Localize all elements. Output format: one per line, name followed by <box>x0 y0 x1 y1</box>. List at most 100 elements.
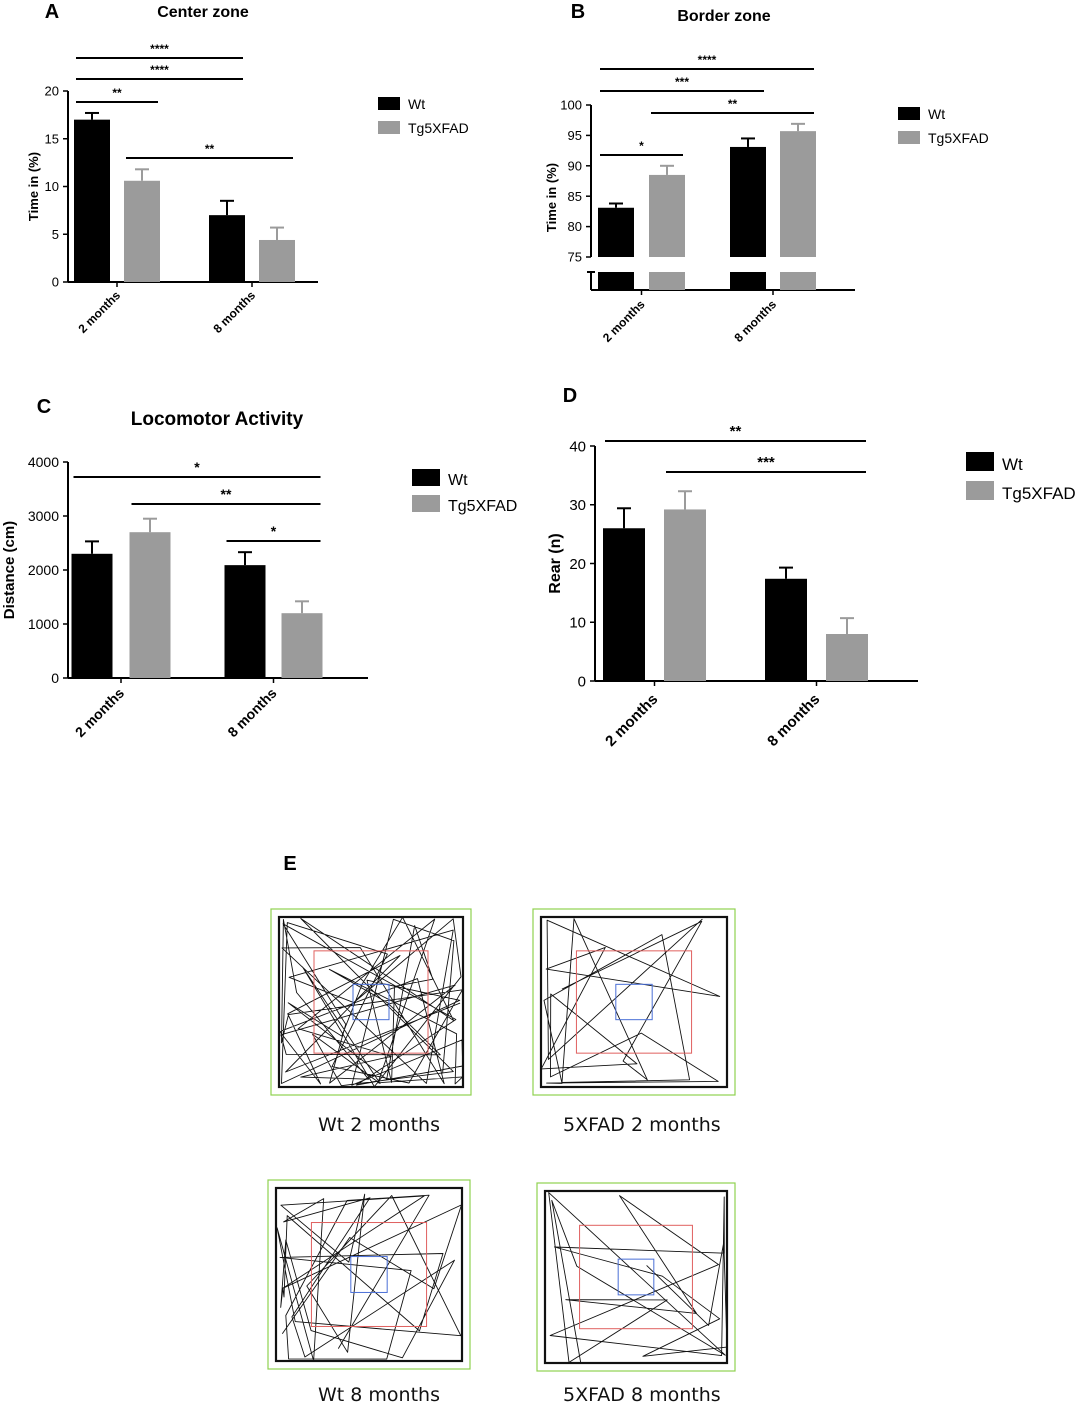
track-plot-4-trajectory <box>548 1192 728 1363</box>
panel-c-y-label: Distance (cm) <box>1 521 18 619</box>
panel-b-category-label: 8 months <box>732 297 780 345</box>
panel-a-y-tick-label: 10 <box>45 179 59 194</box>
panel-a-legend-label: Wt <box>408 96 425 112</box>
panel-b-bar <box>598 207 634 257</box>
panel-a-legend-swatch <box>378 121 400 134</box>
panel-c-significance-label: ** <box>221 486 232 502</box>
panel-b-legend-swatch <box>898 131 920 144</box>
panel-a-category-label: 2 months <box>76 288 124 336</box>
panel-a-bar <box>124 180 160 282</box>
panel-c-y-tick-label: 1000 <box>28 616 59 632</box>
panel-a-letter: A <box>45 1 59 23</box>
panel-a-y-tick-label: 20 <box>45 84 59 99</box>
panel-a-y-tick-label: 15 <box>45 131 59 146</box>
track-plot-3-trajectory <box>276 1193 462 1362</box>
track-plot-1-trajectory <box>279 916 464 1088</box>
panel-c-category-label: 8 months <box>224 685 279 740</box>
panel-d-category-label: 8 months <box>764 691 823 750</box>
panel-d-bar <box>603 528 645 681</box>
panel-d-legend-label: Wt <box>1002 455 1023 474</box>
panel-b-letter: B <box>571 1 585 23</box>
panel-b-y-tick-label: 100 <box>560 98 582 113</box>
panel-a-significance-label: ** <box>205 142 215 156</box>
panel-c-legend-label: Wt <box>448 472 468 489</box>
panel-d-significance-label: *** <box>757 454 775 471</box>
panel-d-significance-label: ** <box>730 423 742 440</box>
panel-c-bar <box>281 613 323 678</box>
panel-d-y-tick-label: 40 <box>569 438 586 455</box>
track-plot-2-wall-trace <box>539 915 729 1089</box>
track-caption-5xfad-2m: 5XFAD 2 months <box>563 1114 721 1136</box>
panel-d-y-tick-label: 20 <box>569 556 586 573</box>
panel-b-bar <box>649 174 685 257</box>
panel-a-bar <box>209 215 245 282</box>
panel-d-legend-swatch <box>966 452 994 471</box>
panel-b-legend-swatch <box>898 107 920 120</box>
panel-a-category-label: 8 months <box>211 288 259 336</box>
panel-a-bar <box>74 119 110 283</box>
panel-c-bar <box>129 532 171 678</box>
track-plot-3-wall-trace <box>274 1186 464 1363</box>
panel-b-y-tick-label: 75 <box>568 250 582 265</box>
panel-c-bar <box>224 565 266 678</box>
panel-b-bar <box>730 146 766 257</box>
panel-b-category-label: 2 months <box>600 297 648 345</box>
track-plot-3-center-zone <box>310 1222 428 1327</box>
panel-c-y-tick-label: 4000 <box>28 454 59 470</box>
panel-b-legend-label: Tg5XFAD <box>928 130 989 146</box>
track-caption-5xfad-8m: 5XFAD 8 months <box>563 1384 721 1406</box>
panel-d-bar <box>826 634 868 681</box>
panel-c-y-tick-label: 0 <box>51 670 59 686</box>
track-caption-wt-8m: Wt 8 months <box>318 1384 440 1406</box>
panel-a-legend-label: Tg5XFAD <box>408 120 469 136</box>
panel-a-bar <box>259 239 295 282</box>
panel-b-y-tick-label: 85 <box>568 189 582 204</box>
panel-d-letter: D <box>563 385 577 407</box>
panel-d-bar <box>765 578 807 681</box>
track-plot-4-center-zone <box>579 1224 693 1330</box>
panel-c-y-tick-label: 3000 <box>28 508 59 524</box>
panel-d-bar <box>664 509 706 681</box>
panel-b-bar-lower <box>730 272 766 290</box>
panel-c-significance-label: * <box>194 459 200 475</box>
panel-c-title: Locomotor Activity <box>131 409 304 430</box>
panel-b-significance-label: *** <box>675 75 689 89</box>
panel-a-significance-label: ** <box>112 86 122 100</box>
track-plot-2-center-zone <box>575 950 693 1054</box>
panel-b-y-tick-label: 80 <box>568 219 582 234</box>
track-caption-wt-2m: Wt 2 months <box>318 1114 440 1136</box>
panel-b-significance-label: ** <box>728 97 738 111</box>
panel-b-significance-label: * <box>639 139 644 153</box>
panel-a-y-label: Time in (%) <box>26 152 41 221</box>
panel-b-y-label: Time in (%) <box>544 163 559 232</box>
panel-b-legend-label: Wt <box>928 106 945 122</box>
panel-c-legend-swatch <box>412 495 440 512</box>
track-plot-1-frame <box>270 908 472 1096</box>
panel-b-title: Border zone <box>677 8 770 25</box>
panel-e-letter: E <box>283 853 296 875</box>
panel-b-bar <box>780 131 816 257</box>
track-plot-4-core-zone <box>617 1258 655 1296</box>
panel-a-y-tick-label: 0 <box>52 275 59 290</box>
panel-d-category-label: 2 months <box>602 691 661 750</box>
panel-c-significance-label: * <box>271 523 277 539</box>
panel-c-letter: C <box>37 396 51 418</box>
panel-a-y-tick-label: 5 <box>52 227 59 242</box>
track-plot-1-wall-trace <box>277 915 465 1089</box>
track-plot-4-frame <box>536 1182 736 1372</box>
panel-d-y-tick-label: 10 <box>569 615 586 632</box>
panel-d-y-tick-label: 0 <box>578 673 586 690</box>
track-plot-3-core-zone <box>350 1256 388 1293</box>
panel-c-y-tick-label: 2000 <box>28 562 59 578</box>
panel-b-bar-lower <box>649 272 685 290</box>
panel-c-bar <box>71 553 113 678</box>
panel-c-category-label: 2 months <box>72 685 127 740</box>
track-plot-3-frame <box>267 1179 471 1370</box>
panel-b-bar-lower <box>780 272 816 290</box>
track-plot-4-wall-trace <box>543 1189 729 1365</box>
track-plot-1-core-zone <box>352 983 390 1021</box>
panel-a-significance-label: **** <box>150 63 169 77</box>
panel-d-y-label: Rear (n) <box>547 533 564 593</box>
track-plot-2-frame <box>532 908 736 1096</box>
